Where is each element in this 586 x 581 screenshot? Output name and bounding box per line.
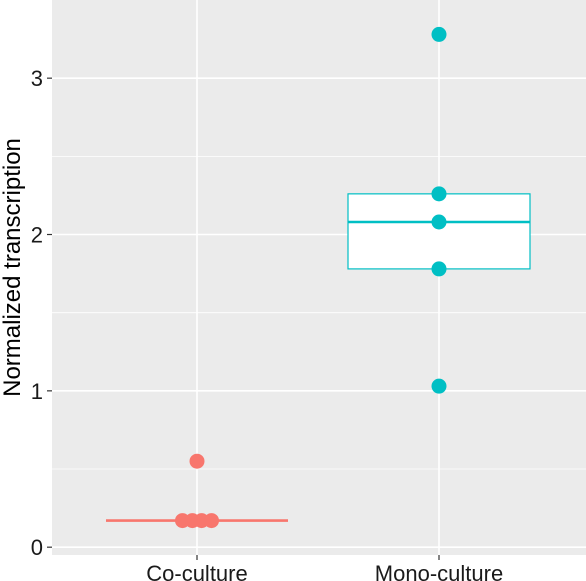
x-tick-label: Mono-culture <box>375 561 503 581</box>
data-point <box>189 453 205 469</box>
data-point <box>431 26 447 42</box>
axes: 0 1 2 3 Co-culture Mono-culture <box>31 66 503 581</box>
data-points <box>174 26 447 529</box>
plot-panel-background <box>52 0 586 555</box>
grid-lines <box>52 0 586 555</box>
data-point <box>431 378 447 394</box>
y-tick-label: 1 <box>31 379 43 404</box>
data-point <box>204 513 220 529</box>
box-mono-culture <box>347 193 531 270</box>
y-tick-label: 3 <box>31 66 43 91</box>
y-axis-title: Normalized transcription <box>0 138 26 397</box>
y-tick-label: 2 <box>31 223 43 248</box>
data-point <box>431 186 447 202</box>
data-point <box>431 214 447 230</box>
x-tick-label: Co-culture <box>146 561 247 581</box>
data-point <box>431 261 447 277</box>
y-tick-label: 0 <box>31 535 43 560</box>
